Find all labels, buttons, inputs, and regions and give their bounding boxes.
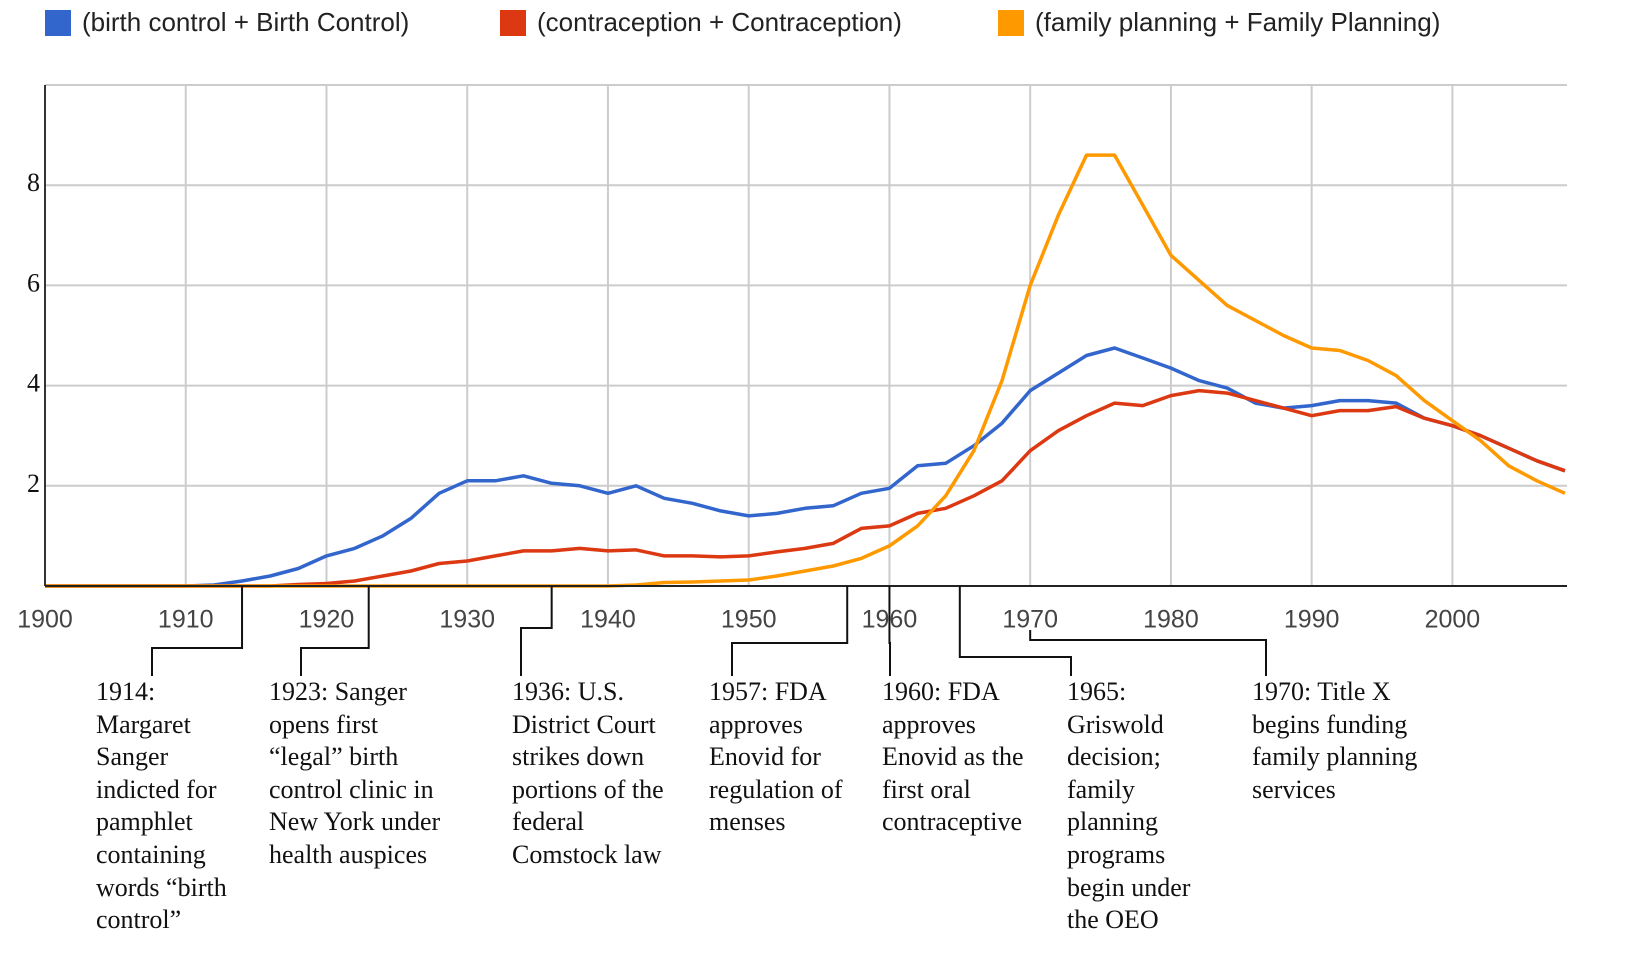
x-tick-label: 1980: [1143, 606, 1199, 634]
series-line: [45, 153, 1566, 588]
annotation-text: 1923: Sanger opens first “legal” birth c…: [269, 677, 441, 869]
annotation-text: 1965: Griswold decision; family planning…: [1067, 677, 1191, 935]
x-tick-label: 1970: [1002, 606, 1058, 634]
annotation-connector: [520, 586, 553, 676]
legend-label: (family planning + Family Planning): [1035, 7, 1440, 37]
x-tick-label: 1950: [721, 606, 777, 634]
x-tick-label: 1910: [158, 606, 214, 634]
annotation-text: 1970: Title X begins funding family plan…: [1252, 677, 1418, 804]
y-tick-label: 8: [27, 168, 40, 197]
annotation-text: 1960: FDA approves Enovid as the first o…: [882, 677, 1024, 837]
x-tick-label: 1930: [439, 606, 495, 634]
series-line: [45, 346, 1566, 588]
annotation-text: 1936: U.S. District Court strikes down p…: [512, 677, 664, 869]
annotation-connector: [300, 586, 370, 676]
legend-swatch: [500, 10, 526, 36]
series-line: [45, 388, 1566, 588]
annotation-text: 1957: FDA approves Enovid for regulation…: [709, 677, 843, 837]
legend-label: (contraception + Contraception): [537, 7, 902, 37]
y-tick-label: 2: [27, 469, 40, 498]
annotation-connector: [888, 586, 891, 676]
x-tick-label: 2000: [1425, 606, 1481, 634]
annotation-connector: [151, 586, 244, 676]
x-tick-label: 1900: [17, 606, 73, 634]
annotation-connector: [731, 586, 849, 676]
annotation-connector: [958, 586, 1072, 676]
annotation-connector: [1029, 630, 1267, 676]
y-tick-label: 6: [27, 268, 40, 297]
legend-swatch: [998, 10, 1024, 36]
x-tick-label: 1990: [1284, 606, 1340, 634]
annotation-text: 1914: Margaret Sanger indicted for pamph…: [96, 677, 227, 935]
x-tick-label: 1940: [580, 606, 636, 634]
x-tick-label: 1920: [299, 606, 355, 634]
legend-label: (birth control + Birth Control): [82, 7, 409, 37]
legend-swatch: [45, 10, 71, 36]
y-tick-label: 4: [27, 369, 40, 398]
